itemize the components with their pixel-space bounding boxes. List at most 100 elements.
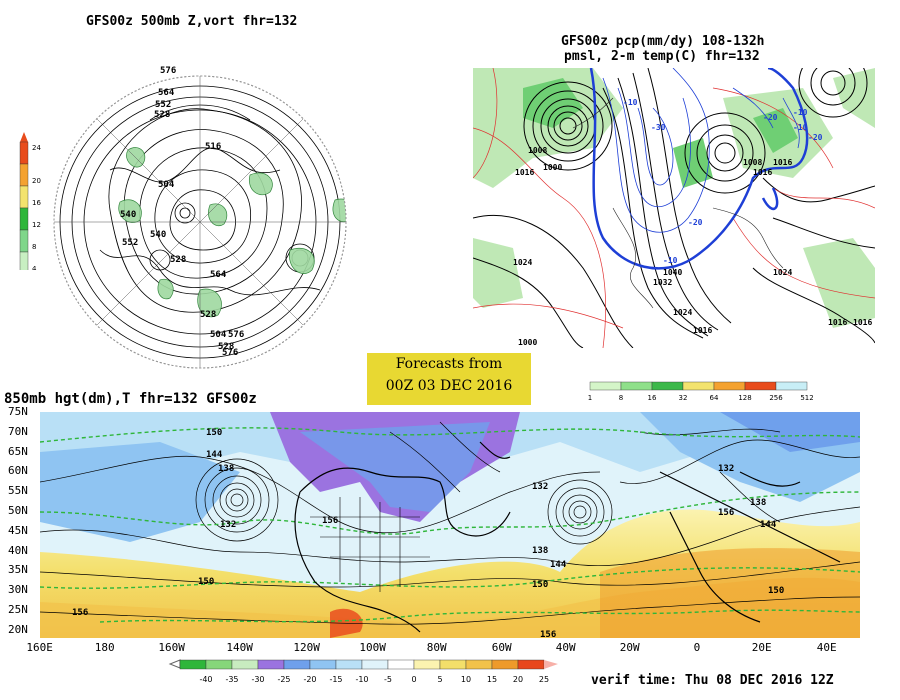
temp-scale-swatch <box>465 659 493 670</box>
precip-map-contour-label: -10 <box>663 256 678 265</box>
polar-contour-label: 504 <box>158 180 175 190</box>
latitude-label: 35N <box>8 563 28 577</box>
main-map-contour-label: 156 <box>540 630 557 638</box>
forecast-line2: 00Z 03 DEC 2016 <box>385 378 513 394</box>
longitude-label: 40E <box>816 641 837 654</box>
main-map-contour-label: 132 <box>532 482 549 492</box>
vort-scale-label: 16 <box>32 199 41 207</box>
temp-scale-swatch <box>205 659 233 670</box>
temp-scale-label: 20 <box>513 675 523 684</box>
polar-contour-label: 528 <box>154 110 171 120</box>
latitude-label: 25N <box>8 603 28 616</box>
polar-contour-label: 564 <box>210 270 227 280</box>
main-850mb-map[interactable]: 150 144 138 132 156 132 138 144 150 156 150 156 132 1… <box>40 412 860 638</box>
precip-map-contour-label: -20 <box>763 113 778 122</box>
temp-scale-label: 15 <box>487 675 497 684</box>
temp-scale-swatch <box>309 659 337 670</box>
precip-map-contour-label: -30 <box>651 123 666 132</box>
latitude-label: 65N <box>8 444 28 458</box>
vorticity-color-scale-bars: 24 20 16 12 8 4 <box>19 132 41 270</box>
longitude-label: 140W <box>226 641 253 654</box>
polar-contour-label: 564 <box>158 88 175 98</box>
polar-contour-label: 516 <box>205 142 222 152</box>
main-map-contour-label: 156 <box>72 608 89 618</box>
temp-scale-label: 10 <box>461 675 471 684</box>
polar-contour-label: 552 <box>122 238 139 248</box>
precip-map-contour-label: 1016 <box>693 326 713 335</box>
precip-mslp-map[interactable]: 1000 1008 1016 1024 1032 1040 1016 1024 1016 -10-… <box>473 68 875 348</box>
precip-map-contour-label: 1016 <box>853 318 873 327</box>
precip-map-contour-label: 1016 <box>773 158 793 167</box>
main-map-contour-label: 156 <box>322 516 339 526</box>
precip-map-contour-label: 1000 <box>543 163 563 172</box>
precip-map-contour-label: 1032 <box>653 278 673 287</box>
vort-scale-label: 12 <box>32 221 41 229</box>
forecast-line1: Forecasts from <box>395 356 503 372</box>
latitude-label: 50N <box>8 504 28 517</box>
temp-scale-label: 5 <box>437 675 442 684</box>
temp-scale-swatch <box>491 659 519 670</box>
main-map-contour-label: 132 <box>718 464 735 474</box>
precip-map-contour-label: 1016 <box>515 168 535 177</box>
latitude-label: 40N <box>8 543 28 557</box>
polar-contour-label: 552 <box>155 100 172 110</box>
precip-map-contour-label: 1008 <box>743 158 763 167</box>
temp-scale-label: -20 <box>303 675 316 684</box>
precip-scale-label: 128 <box>738 394 751 402</box>
polar-contour-label: 528 <box>218 342 235 352</box>
precip-map-contour-label: -20 <box>688 218 703 227</box>
main-map-contour-label: 150 <box>206 428 223 438</box>
precip-map-contour-label: -20 <box>808 133 823 142</box>
temp-scale-swatch <box>283 659 311 670</box>
main-map-contour-label: 150 <box>198 577 215 587</box>
main-map-title: 850mb hgt(dm),T fhr=132 GFS00z <box>4 391 257 407</box>
latitude-label: 45N <box>8 523 28 537</box>
latitude-label: 20N <box>8 622 28 636</box>
temp-scale-swatch <box>231 659 259 670</box>
longitude-label: 40W <box>555 641 576 654</box>
vort-scale-label: 24 <box>32 144 41 152</box>
temperature-color-scale-bars: -40 -35 -30 -25 -20 -15 -10 -5 0 5 10 15 20 25 <box>168 659 558 684</box>
temp-scale-swatch <box>361 659 389 670</box>
temp-scale-label: 0 <box>411 675 416 684</box>
main-map-contour-label: 144 <box>206 450 223 460</box>
precip-map-title-line2: pmsl, 2-m temp(C) fhr=132 <box>564 49 760 64</box>
temp-scale-label: -15 <box>329 675 342 684</box>
vort-scale-swatch <box>19 251 29 270</box>
polar-contour-label: 528 <box>170 255 187 265</box>
main-map-contour-label: 156 <box>718 508 735 518</box>
polar-contour-label: 504 <box>210 330 227 340</box>
temp-scale-label: -25 <box>277 675 290 684</box>
precip-map-contour-label: 1040 <box>663 268 683 277</box>
precip-scale-swatch <box>713 381 746 391</box>
precip-map-contour-label: 1008 <box>528 146 548 155</box>
temp-scale-label: 25 <box>539 675 549 684</box>
precip-map-contour-label: -10 <box>623 98 638 107</box>
main-map-contour-label: 144 <box>550 560 567 570</box>
polar-map-graphic <box>53 75 347 369</box>
precip-map-contour-label: -10 <box>793 123 808 132</box>
latitude-label: 60N <box>8 464 28 478</box>
longitude-label: 180 <box>94 641 115 654</box>
precip-color-scale-bars: 1 8 16 32 64 128 256 512 <box>588 381 814 402</box>
main-map-contour-label: 138 <box>532 546 549 556</box>
precip-map-contour-label: -10 <box>793 108 808 117</box>
precip-map-contour-label: 1024 <box>673 308 693 317</box>
precip-scale-label: 32 <box>679 394 688 402</box>
polar-contour-label: 576 <box>160 66 177 76</box>
main-map-graphic <box>40 412 860 638</box>
verif-time-label: verif time: Thu 08 DEC 2016 12Z <box>591 673 834 688</box>
precip-map-contour-label: 1016 <box>753 168 773 177</box>
temp-scale-label: -35 <box>225 675 238 684</box>
vort-scale-swatch <box>19 163 29 187</box>
longitude-label: 160E <box>26 641 53 654</box>
vort-scale-label: 4 <box>32 265 37 270</box>
latitude-label: 55N <box>8 484 28 498</box>
vort-scale-label: 8 <box>32 243 36 251</box>
precip-map-graphic <box>473 68 875 348</box>
polar-500mb-map[interactable]: 576 564 552 528 516 504 540 552 540 528 564 576 576 5… <box>50 30 360 370</box>
precip-map-contour-label: 1000 <box>518 338 538 347</box>
precip-scale-swatch <box>620 381 653 391</box>
temp-scale-swatch <box>439 659 467 670</box>
temp-scale-swatch <box>387 659 415 670</box>
